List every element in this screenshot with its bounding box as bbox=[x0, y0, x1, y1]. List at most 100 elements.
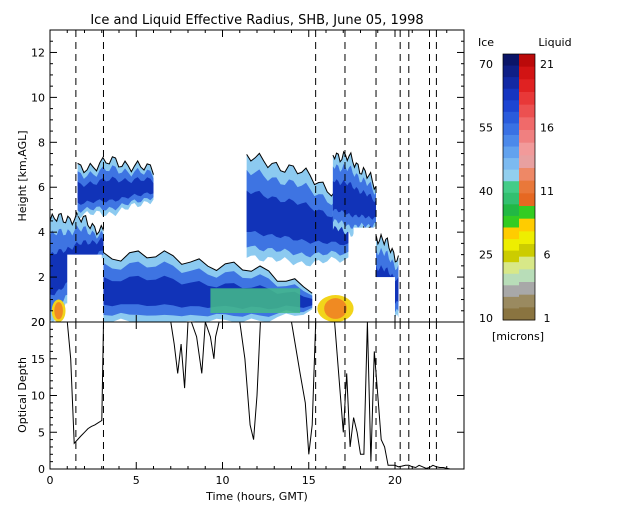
ice-cloud-green-band bbox=[210, 288, 301, 314]
cloud-top-contour bbox=[77, 156, 154, 175]
ice-cloud-layer bbox=[103, 250, 313, 322]
colorbar-liquid-tick-label: 11 bbox=[540, 185, 554, 198]
colorbar-liquid-swatch bbox=[519, 282, 535, 296]
height-tick-label: 12 bbox=[31, 46, 45, 59]
no-data-region bbox=[67, 254, 102, 322]
colorbar-ice-swatch bbox=[503, 239, 519, 252]
ice-cloud-layer bbox=[332, 150, 377, 237]
colorbar-ice-swatch bbox=[503, 65, 519, 78]
colorbar-ice-swatch bbox=[503, 215, 519, 228]
colorbar-ice-swatch bbox=[503, 100, 519, 113]
colorbar-ice-label: Ice bbox=[478, 36, 494, 49]
colorbar-ice-swatch bbox=[503, 273, 519, 286]
colorbar-liquid-label: Liquid bbox=[538, 36, 571, 49]
ice-cloud-core-band bbox=[77, 176, 154, 205]
colorbar-ice-swatch bbox=[503, 146, 519, 159]
colorbar-ice-swatch bbox=[503, 308, 519, 321]
height-tick-label: 8 bbox=[38, 136, 45, 149]
colorbar-ice-swatch bbox=[503, 134, 519, 148]
height-tick-label: 6 bbox=[38, 181, 45, 194]
colorbar-liquid-tick-label: 6 bbox=[544, 249, 551, 262]
colorbar-liquid-swatch bbox=[519, 54, 535, 68]
colorbar-ice-tick-label: 70 bbox=[479, 58, 493, 71]
optical-depth-tick-label: 15 bbox=[31, 353, 45, 366]
colorbar-liquid-swatch bbox=[519, 130, 535, 144]
cloud-top-contour bbox=[50, 211, 104, 236]
colorbar-frame bbox=[502, 53, 536, 321]
ice-cloud-layer bbox=[246, 152, 349, 267]
colorbar-liquid-swatch bbox=[519, 142, 535, 156]
height-axis-label: Height [km,AGL] bbox=[16, 130, 29, 221]
height-tick-label: 0 bbox=[38, 316, 45, 329]
top-time-markers bbox=[75, 30, 437, 322]
time-axis-ticks: 0 5 10 15 20 bbox=[47, 30, 465, 487]
time-tick-label: 15 bbox=[302, 474, 316, 487]
optical-depth-axis-ticks: 0 5 10 15 20 bbox=[31, 316, 464, 476]
no-data-region bbox=[376, 277, 395, 322]
colorbar-ice-swatch bbox=[503, 169, 519, 182]
height-tick-label: 4 bbox=[38, 226, 45, 239]
optical-depth-tick-label: 5 bbox=[38, 426, 45, 439]
ice-cloud-core-band bbox=[332, 179, 377, 220]
cloud-top-contour bbox=[332, 150, 377, 191]
time-axis-label: Time (hours, GMT) bbox=[205, 490, 308, 503]
colorbar-ice-swatch bbox=[503, 250, 519, 263]
optical-depth-tick-label: 0 bbox=[38, 463, 45, 476]
colorbar-ice-tick-label: 55 bbox=[479, 122, 493, 135]
colorbar-liquid-swatch bbox=[519, 307, 535, 321]
colorbar-ice-column bbox=[503, 54, 519, 321]
colorbar-ice-swatch bbox=[503, 204, 519, 217]
height-tick-label: 10 bbox=[31, 91, 45, 104]
colorbar-liquid-swatch bbox=[519, 79, 535, 93]
ice-cloud-layer bbox=[77, 156, 154, 219]
colorbar-liquid-swatch bbox=[519, 168, 535, 182]
colorbar-liquid-swatch bbox=[519, 269, 535, 283]
colorbar-ice-swatch bbox=[503, 262, 519, 275]
colorbar-ice-swatch bbox=[503, 158, 519, 171]
colorbar-liquid-swatch bbox=[519, 117, 535, 131]
colorbar-ice-swatch bbox=[503, 192, 519, 205]
optical-depth-axis-label: Optical Depth bbox=[16, 357, 29, 433]
optical-depth-line bbox=[50, 322, 458, 469]
colorbar: Ice Liquid 70 55 40 25 10 21 16 11 6 1 [microns] bbox=[478, 36, 572, 343]
no-data-region bbox=[353, 227, 377, 322]
liquid-water-core bbox=[324, 298, 347, 319]
colorbar-ice-tick-label: 40 bbox=[479, 185, 493, 198]
cloud-layers bbox=[50, 150, 399, 322]
colorbar-liquid-swatch bbox=[519, 180, 535, 194]
colorbar-ice-tick-label: 25 bbox=[479, 249, 493, 262]
colorbar-liquid-swatch bbox=[519, 66, 535, 80]
cloud-top-contour bbox=[103, 250, 313, 294]
time-tick-label: 5 bbox=[133, 474, 140, 487]
colorbar-ice-tick-label: 10 bbox=[479, 312, 493, 325]
height-tick-label: 2 bbox=[38, 271, 45, 284]
colorbar-liquid-tick-label: 1 bbox=[544, 312, 551, 325]
time-tick-label: 20 bbox=[388, 474, 402, 487]
time-tick-label: 0 bbox=[47, 474, 54, 487]
colorbar-liquid-column bbox=[519, 54, 535, 321]
ice-cloud-core-band bbox=[246, 190, 349, 246]
colorbar-liquid-swatch bbox=[519, 104, 535, 118]
radius-panel: 0 2 4 6 8 10 12 Height [km,AGL] bbox=[16, 29, 465, 329]
colorbar-ice-swatch bbox=[503, 227, 519, 240]
colorbar-liquid-swatch bbox=[519, 92, 535, 106]
bottom-time-markers bbox=[75, 322, 437, 469]
colorbar-ice-swatch bbox=[503, 88, 519, 101]
colorbar-ice-swatch bbox=[503, 181, 519, 194]
colorbar-ticks: 70 55 40 25 10 21 16 11 6 1 bbox=[479, 58, 554, 325]
optical-depth-tick-label: 20 bbox=[31, 316, 45, 329]
colorbar-ice-swatch bbox=[503, 111, 519, 124]
colorbar-liquid-tick-label: 21 bbox=[540, 58, 554, 71]
cloud-top-contour bbox=[246, 152, 349, 201]
colorbar-ice-swatch bbox=[503, 123, 519, 136]
liquid-water-core bbox=[54, 302, 63, 320]
colorbar-liquid-swatch bbox=[519, 244, 535, 258]
colorbar-liquid-swatch bbox=[519, 155, 535, 169]
colorbar-liquid-swatch bbox=[519, 206, 535, 220]
optical-depth-tick-label: 10 bbox=[31, 390, 45, 403]
colorbar-liquid-swatch bbox=[519, 231, 535, 245]
colorbar-ice-swatch bbox=[503, 296, 519, 309]
colorbar-liquid-swatch bbox=[519, 218, 535, 232]
